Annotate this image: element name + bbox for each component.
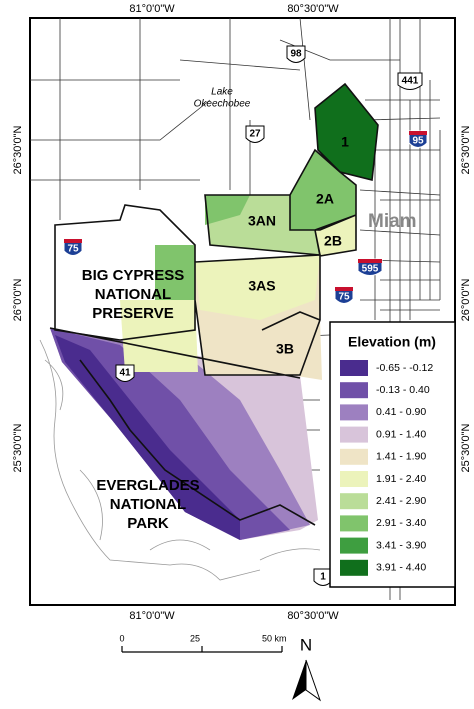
- lake-label: Okeechobee: [194, 99, 251, 110]
- highway-label: 595: [362, 264, 379, 275]
- lat-label-right: 26°30'0"N: [460, 125, 472, 174]
- interstate-band: [358, 259, 382, 263]
- interstate-band: [335, 287, 353, 291]
- highway-label: 1: [320, 572, 326, 583]
- lat-label-left: 25°30'0"N: [12, 423, 24, 472]
- legend-label: -0.13 - 0.40: [376, 384, 430, 396]
- legend-label: 1.41 - 1.90: [376, 451, 426, 463]
- highway-label: 75: [67, 244, 79, 255]
- preserve-label: PRESERVE: [92, 305, 173, 322]
- area-label: 1: [341, 134, 349, 150]
- legend-swatch: [340, 426, 368, 443]
- interstate-band: [409, 131, 427, 135]
- us-shield: [115, 364, 135, 382]
- area-label: 2B: [324, 233, 342, 249]
- legend-swatch: [340, 493, 368, 510]
- city-label: Miam: [368, 211, 417, 232]
- lon-label-bottom: 80°30'0"W: [287, 610, 339, 622]
- scale-label: 0: [119, 633, 124, 643]
- scale-label: 25: [190, 633, 200, 643]
- area-3an-dark: [205, 195, 250, 225]
- area-3as-n: [195, 255, 320, 320]
- legend-label: 2.91 - 3.40: [376, 517, 426, 529]
- area-3b: [262, 312, 322, 380]
- legend-label: 0.91 - 1.40: [376, 428, 426, 440]
- interstate-shield: [408, 130, 428, 148]
- us-shield: [397, 72, 423, 90]
- area-label: 3AS: [248, 278, 275, 294]
- preserve-label: NATIONAL: [95, 286, 171, 303]
- north-arrow-left: [292, 660, 306, 700]
- scale-label: 50 km: [262, 633, 287, 643]
- lat-label-right: 25°30'0"N: [460, 423, 472, 472]
- lake-label: Lake: [211, 87, 233, 98]
- interstate-band: [64, 239, 82, 243]
- park-label: EVERGLADES: [96, 477, 199, 494]
- lon-label-bottom: 81°0'0"W: [129, 610, 175, 622]
- legend-swatch: [340, 559, 368, 576]
- lon-label-top: 81°0'0"W: [129, 3, 175, 15]
- legend-title: Elevation (m): [348, 334, 436, 350]
- highway-label: 75: [338, 292, 350, 303]
- legend-label: 1.91 - 2.40: [376, 473, 426, 485]
- highway-label: 441: [402, 76, 419, 87]
- lat-label-left: 26°0'0"N: [12, 279, 24, 322]
- highway-label: 95: [412, 136, 424, 147]
- legend-swatch: [340, 471, 368, 487]
- scale-bar: [121, 646, 283, 653]
- legend-label: 2.41 - 2.90: [376, 495, 426, 507]
- highway-label: 98: [290, 49, 302, 60]
- area-2b: [315, 215, 356, 256]
- lon-label-top: 80°30'0"W: [287, 3, 339, 15]
- lat-label-right: 26°0'0"N: [460, 279, 472, 322]
- area-boundaries: [49, 82, 379, 526]
- us-shield: [245, 125, 265, 143]
- legend-label: 3.41 - 3.90: [376, 539, 426, 551]
- legend-label: -0.65 - -0.12: [376, 362, 433, 374]
- scale-line: [121, 646, 283, 653]
- interstate-shield: [63, 238, 83, 256]
- regions: [49, 82, 379, 540]
- legend-swatch: [340, 537, 368, 554]
- interstate-shield: [334, 286, 354, 304]
- legend-swatch: [340, 404, 368, 421]
- legend-swatch: [340, 360, 368, 376]
- legend-swatch: [340, 382, 368, 399]
- us-shield: [286, 45, 306, 63]
- area-label: 3AN: [248, 213, 276, 229]
- big-cypress-green: [155, 245, 195, 300]
- area-1: [315, 84, 378, 180]
- park-label: NATIONAL: [110, 496, 186, 513]
- legend-swatch: [340, 515, 368, 532]
- legend-label: 0.41 - 0.90: [376, 406, 426, 418]
- legend-swatch: [340, 448, 368, 465]
- preserve-label: BIG CYPRESS: [82, 267, 185, 284]
- area-label: 2A: [316, 191, 334, 207]
- area-2a: [290, 150, 356, 230]
- park-label: PARK: [127, 515, 169, 532]
- highway-label: 27: [249, 129, 261, 140]
- legend-label: 3.91 - 4.40: [376, 562, 426, 574]
- base-map: [30, 17, 441, 600]
- north-arrow: [292, 659, 321, 702]
- north-label: N: [300, 635, 312, 654]
- north-arrow-right: [305, 659, 321, 702]
- lat-label-left: 26°30'0"N: [12, 125, 24, 174]
- area-label: 3B: [276, 341, 294, 357]
- interstate-shield: [357, 258, 383, 276]
- highway-label: 41: [119, 368, 131, 379]
